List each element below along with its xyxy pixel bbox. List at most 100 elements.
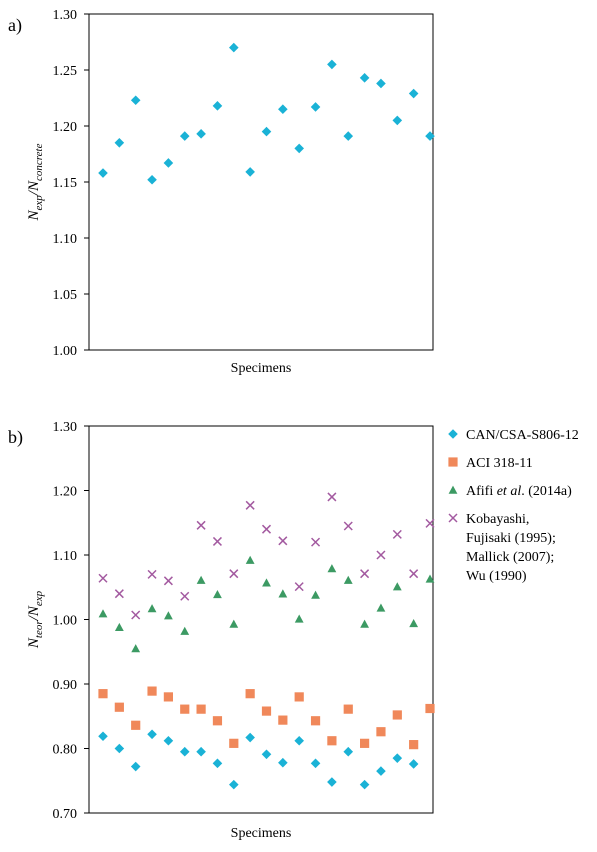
legend-label-line: Kobayashi, — [466, 512, 529, 527]
data-point — [180, 591, 190, 601]
y-tick-label: 1.20 — [53, 120, 78, 135]
data-point — [130, 761, 141, 772]
data-point — [409, 740, 419, 750]
data-point — [196, 129, 206, 139]
data-point — [147, 686, 157, 696]
y-tick-label: 1.05 — [53, 288, 78, 303]
series-0 — [98, 729, 419, 790]
data-point — [359, 779, 370, 790]
data-point — [98, 731, 108, 742]
data-point — [343, 521, 353, 531]
data-point — [179, 131, 190, 141]
data-point — [311, 590, 320, 599]
data-point — [147, 604, 157, 613]
y-axis-label: Nteor/Nexp — [26, 590, 45, 649]
data-point — [114, 622, 124, 631]
marker-stroke — [294, 582, 304, 592]
marker-stroke — [261, 524, 272, 534]
data-point — [163, 735, 174, 746]
legend-label-line: Fujisaki (1995); — [466, 531, 556, 546]
marker-stroke — [360, 569, 370, 579]
y-axis-label-part: N — [26, 209, 42, 221]
data-point — [343, 704, 353, 714]
data-point — [212, 758, 223, 769]
legend-marker — [448, 513, 458, 523]
legend-marker — [448, 429, 458, 439]
data-point — [294, 614, 304, 623]
data-point — [98, 689, 108, 699]
legend-label-line: Wu (1990) — [466, 569, 527, 584]
data-point — [147, 729, 157, 740]
data-point — [131, 610, 141, 620]
marker-stroke — [392, 529, 402, 539]
data-point — [262, 578, 271, 587]
data-point — [392, 710, 402, 720]
series-1 — [98, 686, 435, 750]
data-point — [359, 73, 370, 83]
data-point — [376, 727, 386, 737]
legend-marker — [448, 485, 458, 494]
data-point — [327, 564, 337, 573]
data-point — [245, 689, 255, 699]
panel-label: b) — [8, 427, 23, 448]
data-point — [261, 749, 272, 760]
marker-stroke — [245, 500, 255, 510]
data-point — [343, 746, 354, 757]
data-point — [376, 78, 386, 89]
data-point — [229, 779, 239, 790]
marker-stroke — [180, 591, 190, 601]
data-point — [163, 158, 174, 168]
data-point — [196, 746, 206, 757]
y-tick-label: 1.00 — [53, 614, 78, 629]
data-point — [278, 536, 288, 546]
data-point — [425, 703, 435, 714]
y-axis-label-subscript: concrete — [33, 143, 45, 181]
data-point — [392, 753, 403, 763]
marker-stroke — [278, 536, 288, 546]
legend-marker — [448, 457, 458, 467]
data-point — [278, 589, 288, 598]
legend-label-part: Afifi — [466, 484, 497, 499]
data-point — [360, 619, 369, 628]
chart-panel-b: b) 0.70 0.80 0.90 1.00 1.10 1.20 1.30 Specimens N… — [8, 420, 579, 841]
data-point — [392, 115, 403, 126]
x-axis-label: Specimens — [231, 826, 292, 841]
y-tick-label: 1.25 — [53, 64, 78, 79]
y-tick-label: 0.80 — [53, 743, 78, 758]
data-point — [163, 692, 173, 702]
data-point — [229, 569, 239, 579]
data-point — [179, 746, 190, 757]
data-point — [376, 603, 386, 612]
data-point — [245, 732, 255, 743]
marker-stroke — [196, 520, 206, 530]
marker-stroke — [229, 569, 239, 579]
legend-label: Kobayashi, Fujisaki (1995); Mallick (2007)… — [466, 512, 556, 584]
data-point — [311, 537, 321, 547]
data-point — [147, 569, 157, 579]
data-point — [294, 582, 304, 592]
data-point — [245, 167, 255, 177]
data-point — [409, 618, 419, 628]
data-point — [278, 757, 288, 768]
data-point — [294, 143, 304, 154]
y-tick-label: 1.00 — [53, 344, 78, 359]
series-3 — [98, 492, 435, 620]
data-point — [196, 704, 206, 714]
data-point — [425, 518, 435, 528]
y-tick-label: 1.30 — [53, 8, 78, 23]
data-point — [327, 777, 337, 787]
data-point — [98, 168, 108, 178]
marker-stroke — [327, 492, 337, 502]
data-point — [261, 524, 272, 534]
data-point — [408, 759, 419, 769]
y-axis-label-subscript: exp — [33, 195, 45, 211]
data-point — [130, 95, 141, 106]
marker-stroke — [343, 521, 353, 531]
data-point — [212, 716, 223, 726]
data-point — [327, 492, 337, 502]
y-axis-label-part: N — [26, 637, 42, 649]
marker-stroke — [147, 569, 157, 579]
marker-stroke — [311, 537, 321, 547]
